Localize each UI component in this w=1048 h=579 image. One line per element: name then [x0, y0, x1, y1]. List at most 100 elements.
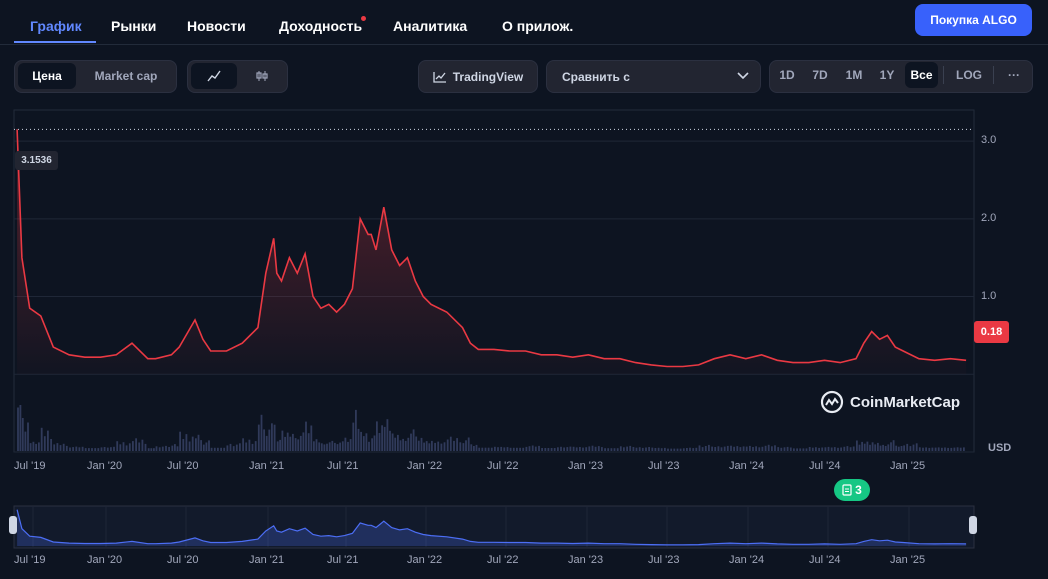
volume-bar: [165, 445, 167, 451]
volume-bar: [616, 448, 619, 451]
volume-bar: [503, 447, 506, 451]
volume-bar: [882, 444, 884, 451]
volume-bar: [767, 444, 770, 451]
navigator-x-tick-label: Jan '20: [87, 554, 123, 566]
volume-bar: [328, 442, 331, 452]
volume-bar: [604, 448, 606, 451]
volume-bar: [717, 446, 720, 451]
navigator-area: [17, 509, 967, 546]
volume-bar: [158, 447, 161, 451]
volume-bar: [512, 447, 515, 451]
volume-bar: [522, 447, 525, 451]
volume-bar: [858, 444, 861, 451]
volume-bar: [648, 447, 650, 451]
volume-bar: [465, 440, 467, 451]
candlestick-icon: [256, 71, 268, 81]
volume-bar: [959, 447, 962, 451]
range-divider: [943, 66, 944, 84]
volume-bar: [281, 430, 284, 452]
navigator-left-handle[interactable]: [9, 516, 17, 534]
range-7d-button[interactable]: 7D: [812, 68, 828, 82]
x-tick-label: Jan '22: [407, 460, 443, 472]
volume-bar: [19, 405, 22, 451]
notes-badge[interactable]: 3: [834, 479, 870, 501]
watermark-text: CoinMarketCap: [850, 393, 961, 411]
volume-bar: [538, 445, 540, 451]
tradingview-button[interactable]: TradingView: [418, 60, 538, 93]
line-chart-button[interactable]: [191, 63, 237, 89]
volume-bar: [21, 418, 24, 451]
navigator-x-tick-label: Jul '20: [167, 554, 199, 566]
volume-bar: [789, 447, 792, 451]
buy-algo-button[interactable]: Покупка ALGO: [915, 4, 1032, 36]
current-price-tag: 0.18: [974, 321, 1009, 343]
log-scale-button[interactable]: LOG: [956, 68, 982, 82]
volume-bar: [833, 447, 836, 451]
volume-bar: [260, 414, 263, 452]
volume-bar: [704, 446, 707, 451]
volume-bar: [799, 448, 802, 451]
volume-bar: [110, 447, 112, 451]
volume-bar: [399, 440, 402, 452]
tab-about[interactable]: О прилож.: [502, 18, 574, 34]
volume-bar: [764, 445, 767, 451]
volume-bar: [560, 446, 562, 451]
volume-bar: [582, 447, 584, 451]
volume-bar: [65, 445, 68, 451]
volume-bar: [758, 447, 761, 451]
navigator-x-tick-label: Jan '22: [407, 554, 443, 566]
marketcap-toggle-button[interactable]: Market cap: [94, 69, 158, 83]
price-chart[interactable]: [0, 0, 1048, 460]
volume-bar: [116, 441, 119, 451]
more-options-button[interactable]: ···: [1008, 68, 1020, 82]
compare-dropdown[interactable]: Сравнить с: [546, 60, 761, 93]
volume-bar: [174, 444, 176, 451]
volume-bar: [569, 446, 572, 451]
volume-bar: [925, 447, 927, 451]
volume-bar: [297, 439, 300, 451]
volume-bar: [155, 446, 158, 451]
volume-bar: [289, 436, 292, 451]
volume-bar: [144, 443, 147, 451]
tab-news[interactable]: Новости: [187, 18, 246, 34]
volume-bar: [176, 446, 179, 452]
volume-bar: [808, 447, 811, 451]
volume-bar: [294, 438, 297, 451]
volume-bar: [601, 447, 603, 451]
volume-bar: [866, 441, 869, 451]
volume-bar: [182, 439, 185, 451]
volume-bar: [223, 447, 226, 451]
volume-bar: [307, 433, 310, 451]
tab-analytics[interactable]: Аналитика: [393, 18, 468, 34]
volume-bar: [254, 441, 257, 451]
volume-bar: [443, 442, 446, 452]
range-1y-button[interactable]: 1Y: [879, 68, 895, 82]
price-toggle-button[interactable]: Цена: [18, 63, 76, 89]
volume-bar: [815, 447, 817, 451]
volume-bar: [708, 444, 710, 451]
volume-bar: [371, 438, 373, 451]
volume-bar: [431, 440, 433, 451]
range-1d-button[interactable]: 1D: [779, 68, 795, 82]
volume-bar: [566, 447, 569, 451]
price-line: [16, 129, 967, 368]
volume-bar: [119, 444, 122, 451]
tab-yield[interactable]: Доходность: [279, 18, 363, 34]
volume-bar: [531, 445, 534, 451]
tab-markets[interactable]: Рынки: [111, 18, 157, 34]
volume-bar: [915, 443, 918, 451]
volume-bar: [550, 448, 553, 451]
volume-bar: [305, 421, 307, 451]
volume-bar: [657, 447, 660, 451]
tab-chart[interactable]: График: [30, 18, 82, 34]
navigator-right-handle[interactable]: [969, 516, 977, 534]
volume-bar: [869, 444, 871, 451]
x-tick-label: Jan '21: [249, 460, 285, 472]
candlestick-chart-button[interactable]: [239, 63, 285, 89]
volume-bar: [360, 431, 362, 451]
volume-bar: [470, 444, 473, 451]
volume-bar: [473, 446, 475, 451]
range-all-button[interactable]: Все: [905, 62, 938, 88]
range-1m-button[interactable]: 1M: [845, 68, 863, 82]
volume-bar: [692, 448, 695, 451]
